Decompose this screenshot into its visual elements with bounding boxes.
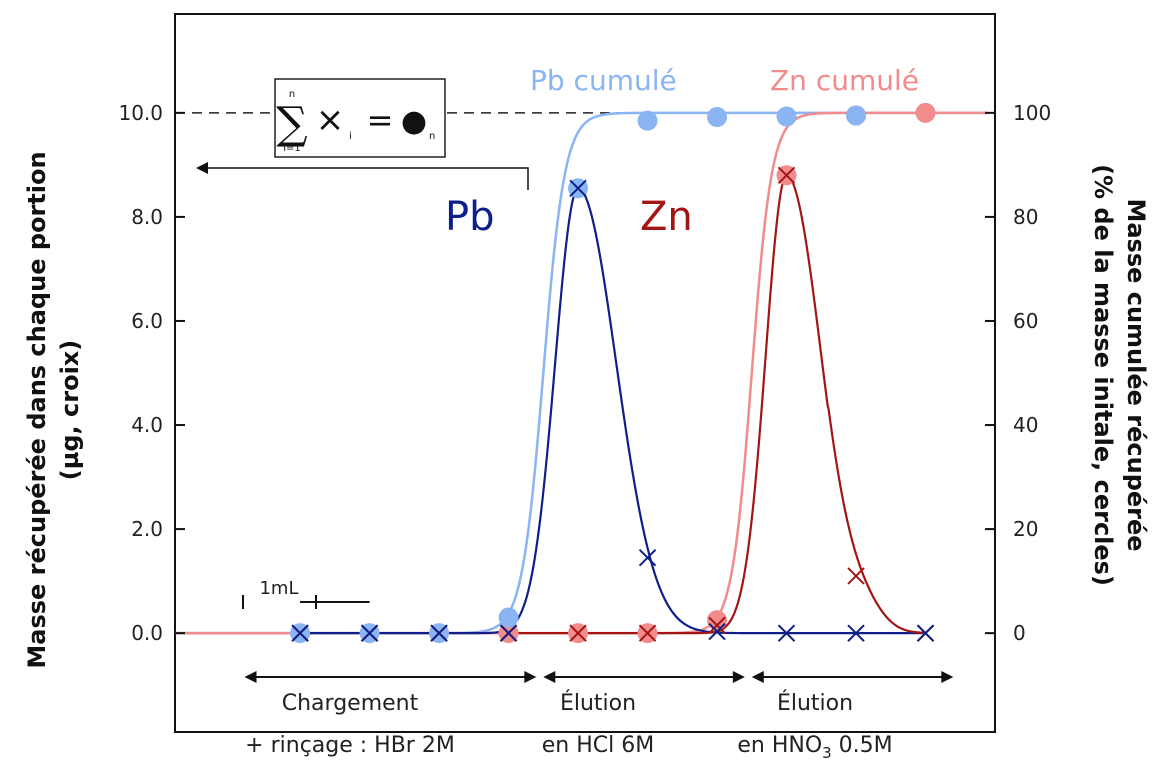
formula-equals: = xyxy=(367,101,394,139)
phase-3-line2: en HNO3 0.5M xyxy=(737,733,892,762)
zn-portion-point xyxy=(708,616,726,635)
left-tick-label: 0.0 xyxy=(131,621,163,645)
pb-cumulative-point xyxy=(498,607,519,628)
pb-portion-point xyxy=(916,624,935,642)
left-tick-label: 4.0 xyxy=(131,413,163,437)
markers-group xyxy=(290,102,936,644)
phase-1-line1: Chargement xyxy=(282,691,419,716)
right-tick-label: 60 xyxy=(1013,309,1038,333)
formula-result: ● xyxy=(401,104,427,139)
formula-arrow xyxy=(196,162,529,190)
pb-portion-point xyxy=(569,179,587,198)
pb-cumulative-point xyxy=(707,107,728,128)
formula-n-top: n xyxy=(289,89,295,100)
formula-sum-sign: ∑ xyxy=(276,98,307,149)
phase-2-line2: en HCl 6M xyxy=(542,733,654,758)
series-label-zn-cumule: Zn cumulé xyxy=(770,64,919,97)
pb-portion-point xyxy=(847,624,865,642)
left-tick-label: 8.0 xyxy=(131,205,163,229)
left-axis-ticks: 0.0 2.0 4.0 6.0 8.0 10.0 xyxy=(118,101,185,645)
zn-portion-point xyxy=(638,624,657,642)
plot-border xyxy=(174,13,996,733)
right-axis-title-line2: (% de la masse initale, cercles) xyxy=(1089,164,1117,586)
formula-term-sub: i xyxy=(349,131,352,142)
left-tick-label: 6.0 xyxy=(131,309,163,333)
zn-portion-point xyxy=(847,567,865,585)
pb-portion-point xyxy=(777,624,796,642)
phase-arrow xyxy=(244,671,537,683)
phase-arrow xyxy=(543,671,745,683)
formula-result-sub: n xyxy=(429,131,435,142)
pb-portion-point xyxy=(291,624,309,642)
pb-portion-curve xyxy=(300,187,926,635)
plot-frame xyxy=(174,13,996,733)
series-label-pb-cumule: Pb cumulé xyxy=(530,64,677,97)
phase-1-line2: + rinçage : HBr 2M xyxy=(245,733,455,758)
phase-3-line2-sub: 3 xyxy=(822,744,832,762)
left-tick-label: 10.0 xyxy=(118,101,163,125)
pb-cumulative-point xyxy=(776,106,797,127)
phase-3-line2-tail: 0.5M xyxy=(832,733,893,758)
right-tick-label: 100 xyxy=(1013,101,1051,125)
zn-cumulative-point xyxy=(915,102,936,123)
scale-bar-label: 1mL xyxy=(259,578,298,599)
zn-portion-point xyxy=(569,624,587,642)
phase-arrows xyxy=(244,671,954,683)
pb-cumulative-point xyxy=(637,110,658,131)
right-axis-title-line1: Masse cumulée récupérée xyxy=(1122,198,1150,551)
series-label-pb: Pb xyxy=(445,194,495,240)
pb-portion-point xyxy=(708,622,726,641)
phase-3-line1: Élution xyxy=(777,690,853,716)
left-axis-title-line1: Masse récupérée dans chaque portion xyxy=(23,151,51,668)
zn-cumulative-point xyxy=(707,610,728,631)
right-tick-label: 0 xyxy=(1013,621,1026,645)
phase-2-line1: Élution xyxy=(560,690,636,716)
phase-3-line2-main: en HNO xyxy=(737,733,822,758)
scale-bar: 1mL xyxy=(242,578,370,609)
zn-portion-curve xyxy=(508,174,926,635)
right-tick-label: 80 xyxy=(1013,205,1038,229)
formula-term: × xyxy=(316,100,345,140)
formula-box: n ∑ i=1 × i = ● n xyxy=(274,78,446,158)
formula-i-bottom: i=1 xyxy=(283,143,301,154)
phase-arrow xyxy=(751,671,954,683)
left-axis-title-line2: (µg, croix) xyxy=(56,340,84,481)
right-tick-label: 40 xyxy=(1013,413,1038,437)
zn-portion-point xyxy=(777,166,796,184)
pb-cumulative-point xyxy=(846,105,867,126)
pb-portion-point xyxy=(360,624,379,642)
pb-portion-point xyxy=(430,624,448,642)
pb-portion-point xyxy=(638,548,657,567)
right-tick-label: 20 xyxy=(1013,517,1038,541)
series-label-zn: Zn xyxy=(640,194,693,240)
left-tick-label: 2.0 xyxy=(131,517,163,541)
pb-portion-point xyxy=(499,624,518,642)
right-axis-ticks: 0 20 40 60 80 100 xyxy=(985,101,1051,645)
